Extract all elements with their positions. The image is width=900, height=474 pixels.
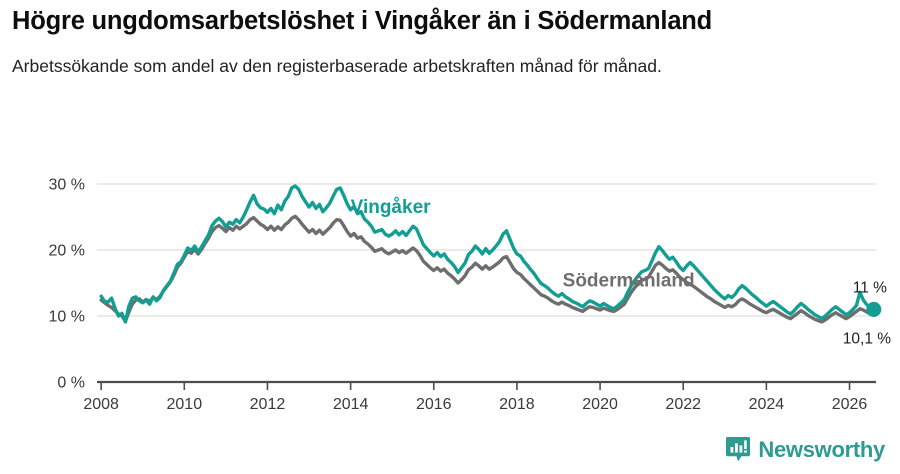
logo-wordmark: Newsworthy <box>758 437 885 462</box>
page-title: Högre ungdomsarbetslöshet i Vingåker än … <box>12 7 713 35</box>
y-axis-tick-label: 0 % <box>57 375 85 392</box>
x-axis-tick-label: 2014 <box>333 396 369 413</box>
page-subtitle: Arbetssökande som andel av den registerb… <box>12 56 662 77</box>
x-axis-tick-label: 2022 <box>665 396 701 413</box>
series-end-marker <box>866 301 882 317</box>
x-axis-tick-label: 2020 <box>582 396 618 413</box>
x-axis-tick-label: 2008 <box>83 396 119 413</box>
x-axis-tick-label: 2016 <box>416 396 452 413</box>
series-label-vingåker: Vingåker <box>351 197 432 218</box>
y-axis-tick-label: 30 % <box>49 177 85 194</box>
x-axis-tick-label: 2026 <box>832 396 868 413</box>
series-line-södermanland <box>99 214 876 324</box>
x-axis-tick-label: 2012 <box>250 396 286 413</box>
x-axis-tick-label: 2018 <box>499 396 535 413</box>
line-chart: 0 % 10 % 20 % 30 % 2008 2010 2012 2014 2016 2018 2… <box>49 177 892 414</box>
x-axis-tick-label: 2010 <box>167 396 203 413</box>
bar-chart-bubble-icon <box>726 437 751 462</box>
x-axis-tick-label: 2024 <box>749 396 785 413</box>
newsworthy-logo: Newsworthy <box>725 436 885 464</box>
series-label-södermanland: Södermanland <box>563 270 695 291</box>
y-axis-tick-label: 10 % <box>49 309 85 326</box>
end-value-label-secondary: 10,1 % <box>843 330 891 347</box>
chart-plot-area: 0 % 10 % 20 % 30 % 2008 2010 2012 2014 2016 2018 2… <box>0 150 900 420</box>
series-line-vingåker <box>99 184 876 324</box>
end-value-label-primary: 11 % <box>853 279 887 296</box>
y-axis-tick-label: 20 % <box>49 243 85 260</box>
